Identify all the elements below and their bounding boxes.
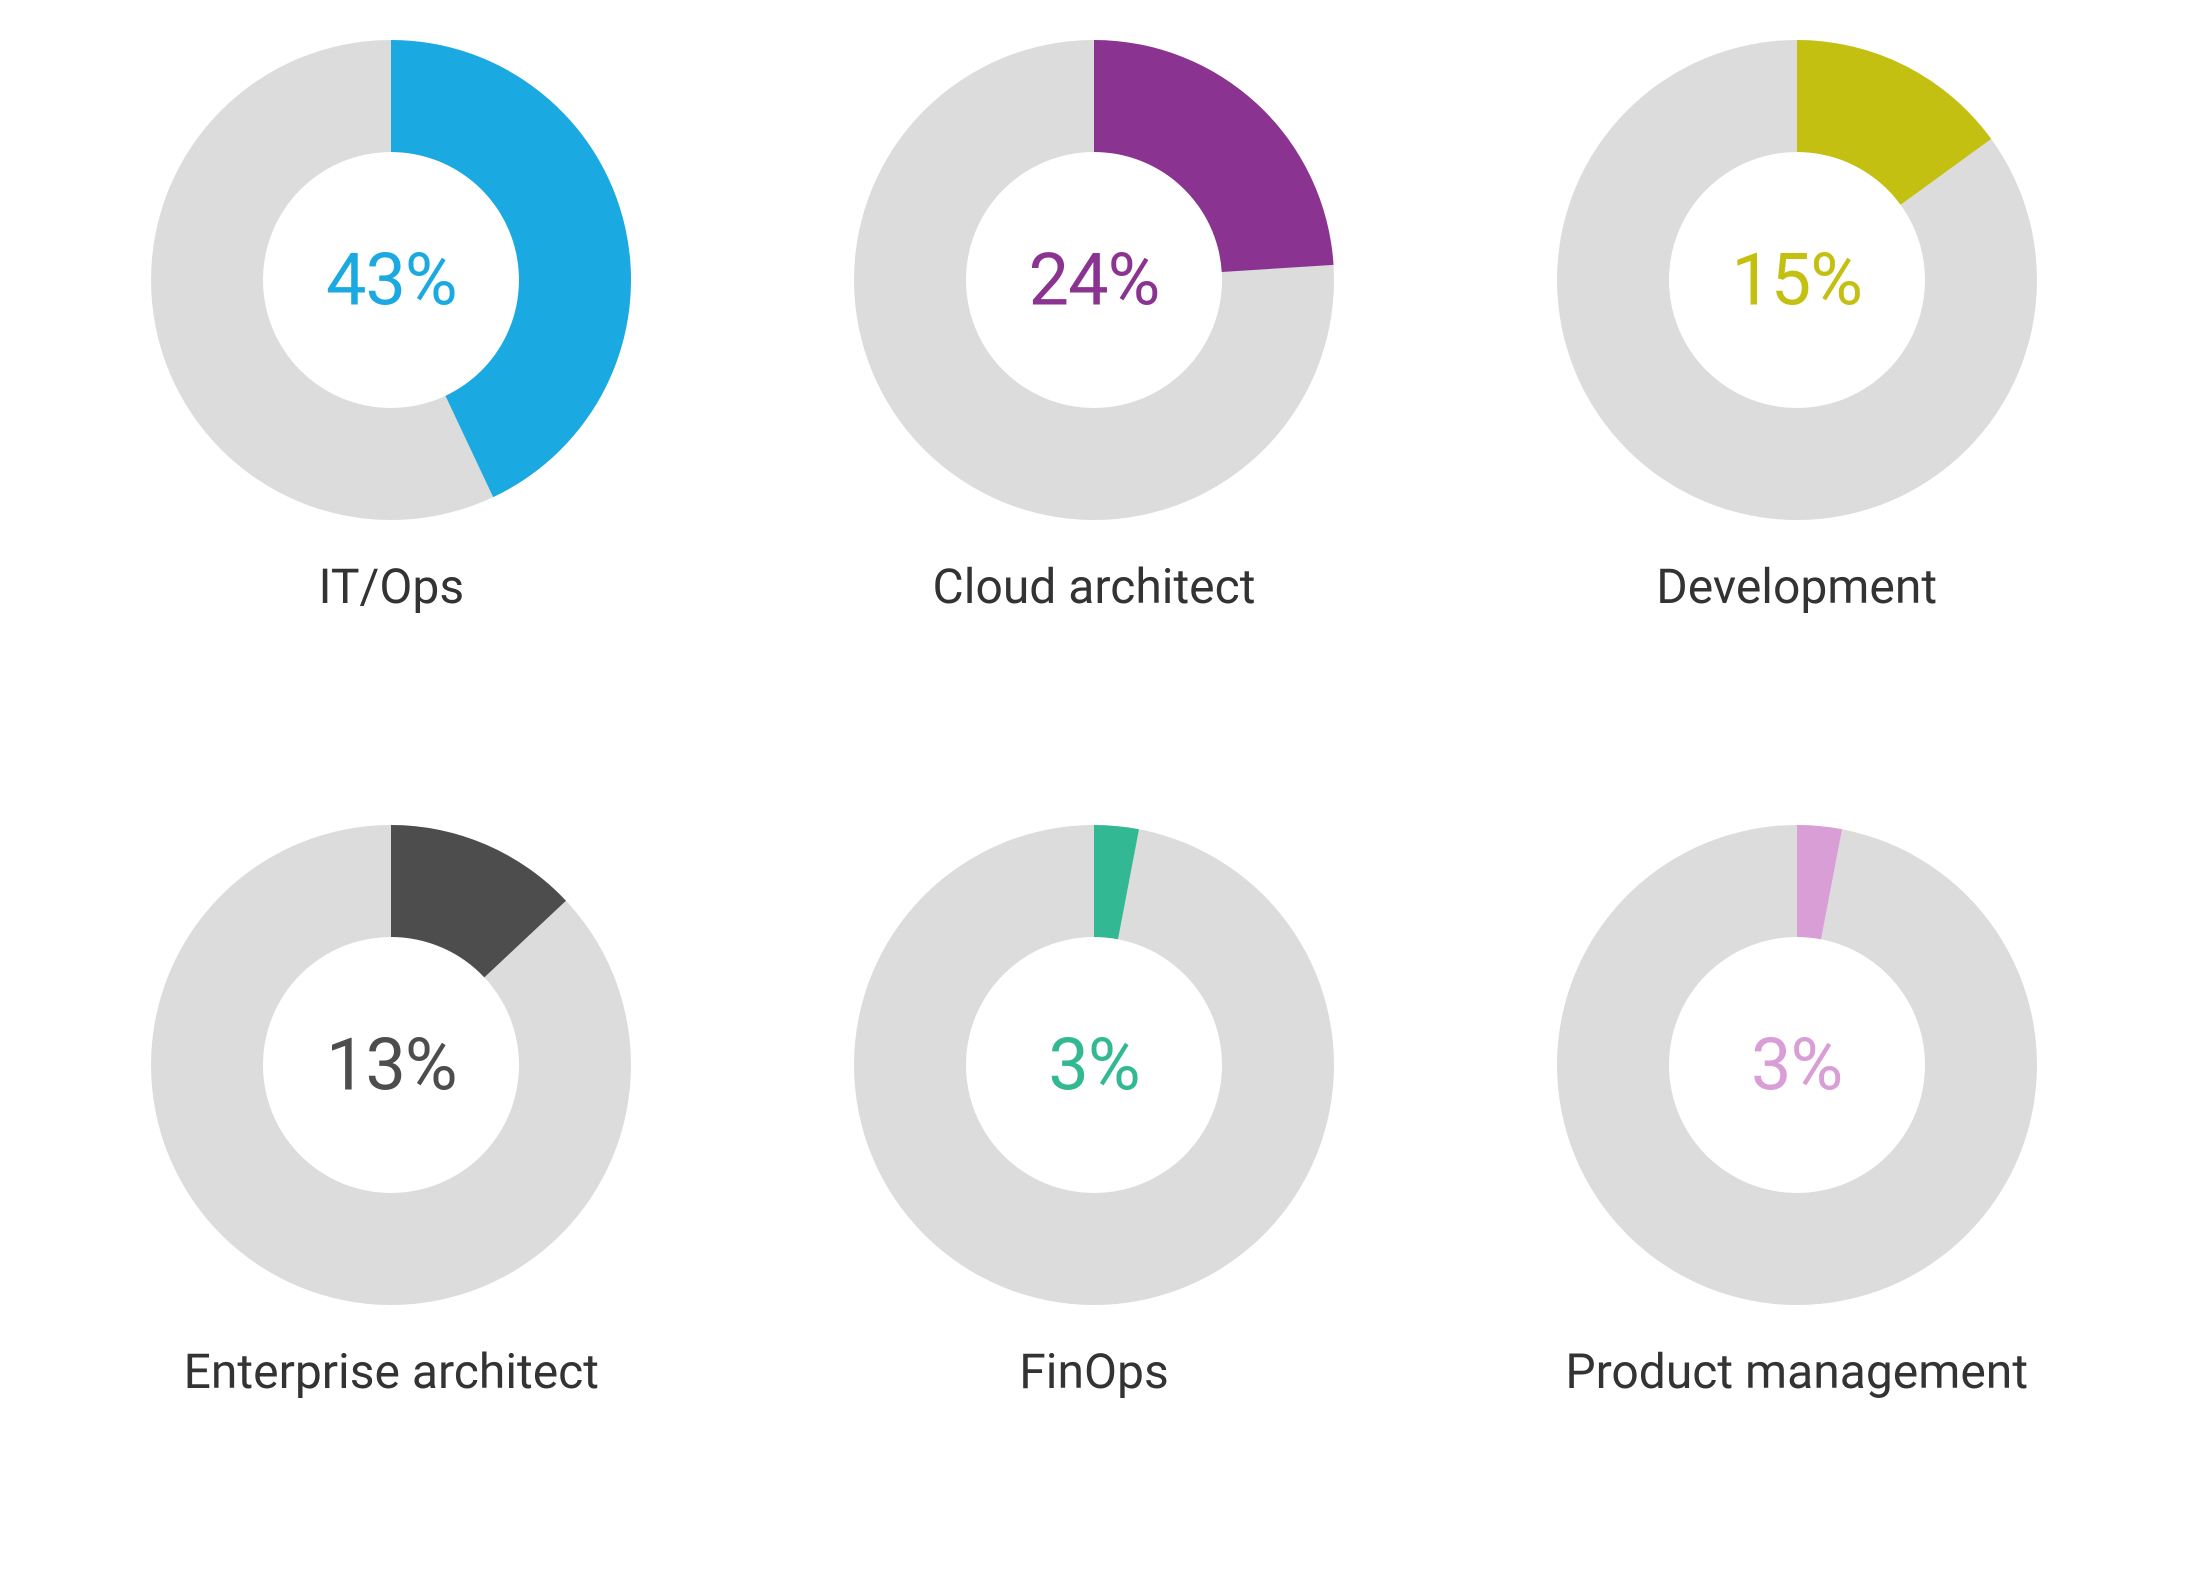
donut-chart-development: 15% Development: [1465, 40, 2128, 765]
donut-ring: 13%: [151, 825, 631, 1305]
donut-chart-cloud-architect: 24% Cloud architect: [763, 40, 1426, 765]
donut-percent-label: 3%: [1751, 1023, 1842, 1108]
donut-ring: 24%: [854, 40, 1334, 520]
donut-percent-label: 43%: [326, 238, 457, 323]
donut-category-label: Enterprise architect: [184, 1343, 599, 1400]
donut-ring: 3%: [1557, 825, 2037, 1305]
donut-category-label: IT/Ops: [319, 558, 465, 615]
donut-ring: 3%: [854, 825, 1334, 1305]
donut-category-label: Development: [1656, 558, 1937, 615]
donut-percent-label: 3%: [1048, 1023, 1139, 1108]
donut-chart-enterprise-architect: 13% Enterprise architect: [60, 825, 723, 1550]
donut-category-label: FinOps: [1019, 1343, 1168, 1400]
donut-chart-it-ops: 43% IT/Ops: [60, 40, 723, 765]
donut-ring: 43%: [151, 40, 631, 520]
donut-percent-label: 15%: [1731, 238, 1862, 323]
donut-ring: 15%: [1557, 40, 2037, 520]
donut-category-label: Cloud architect: [933, 558, 1256, 615]
donut-chart-product-management: 3% Product management: [1465, 825, 2128, 1550]
donut-chart-finops: 3% FinOps: [763, 825, 1426, 1550]
donut-percent-label: 13%: [326, 1023, 457, 1108]
donut-grid: 43% IT/Ops 24% Cloud architect 15% Devel…: [0, 0, 2188, 1590]
donut-category-label: Product management: [1565, 1343, 2028, 1400]
donut-percent-label: 24%: [1029, 238, 1160, 323]
